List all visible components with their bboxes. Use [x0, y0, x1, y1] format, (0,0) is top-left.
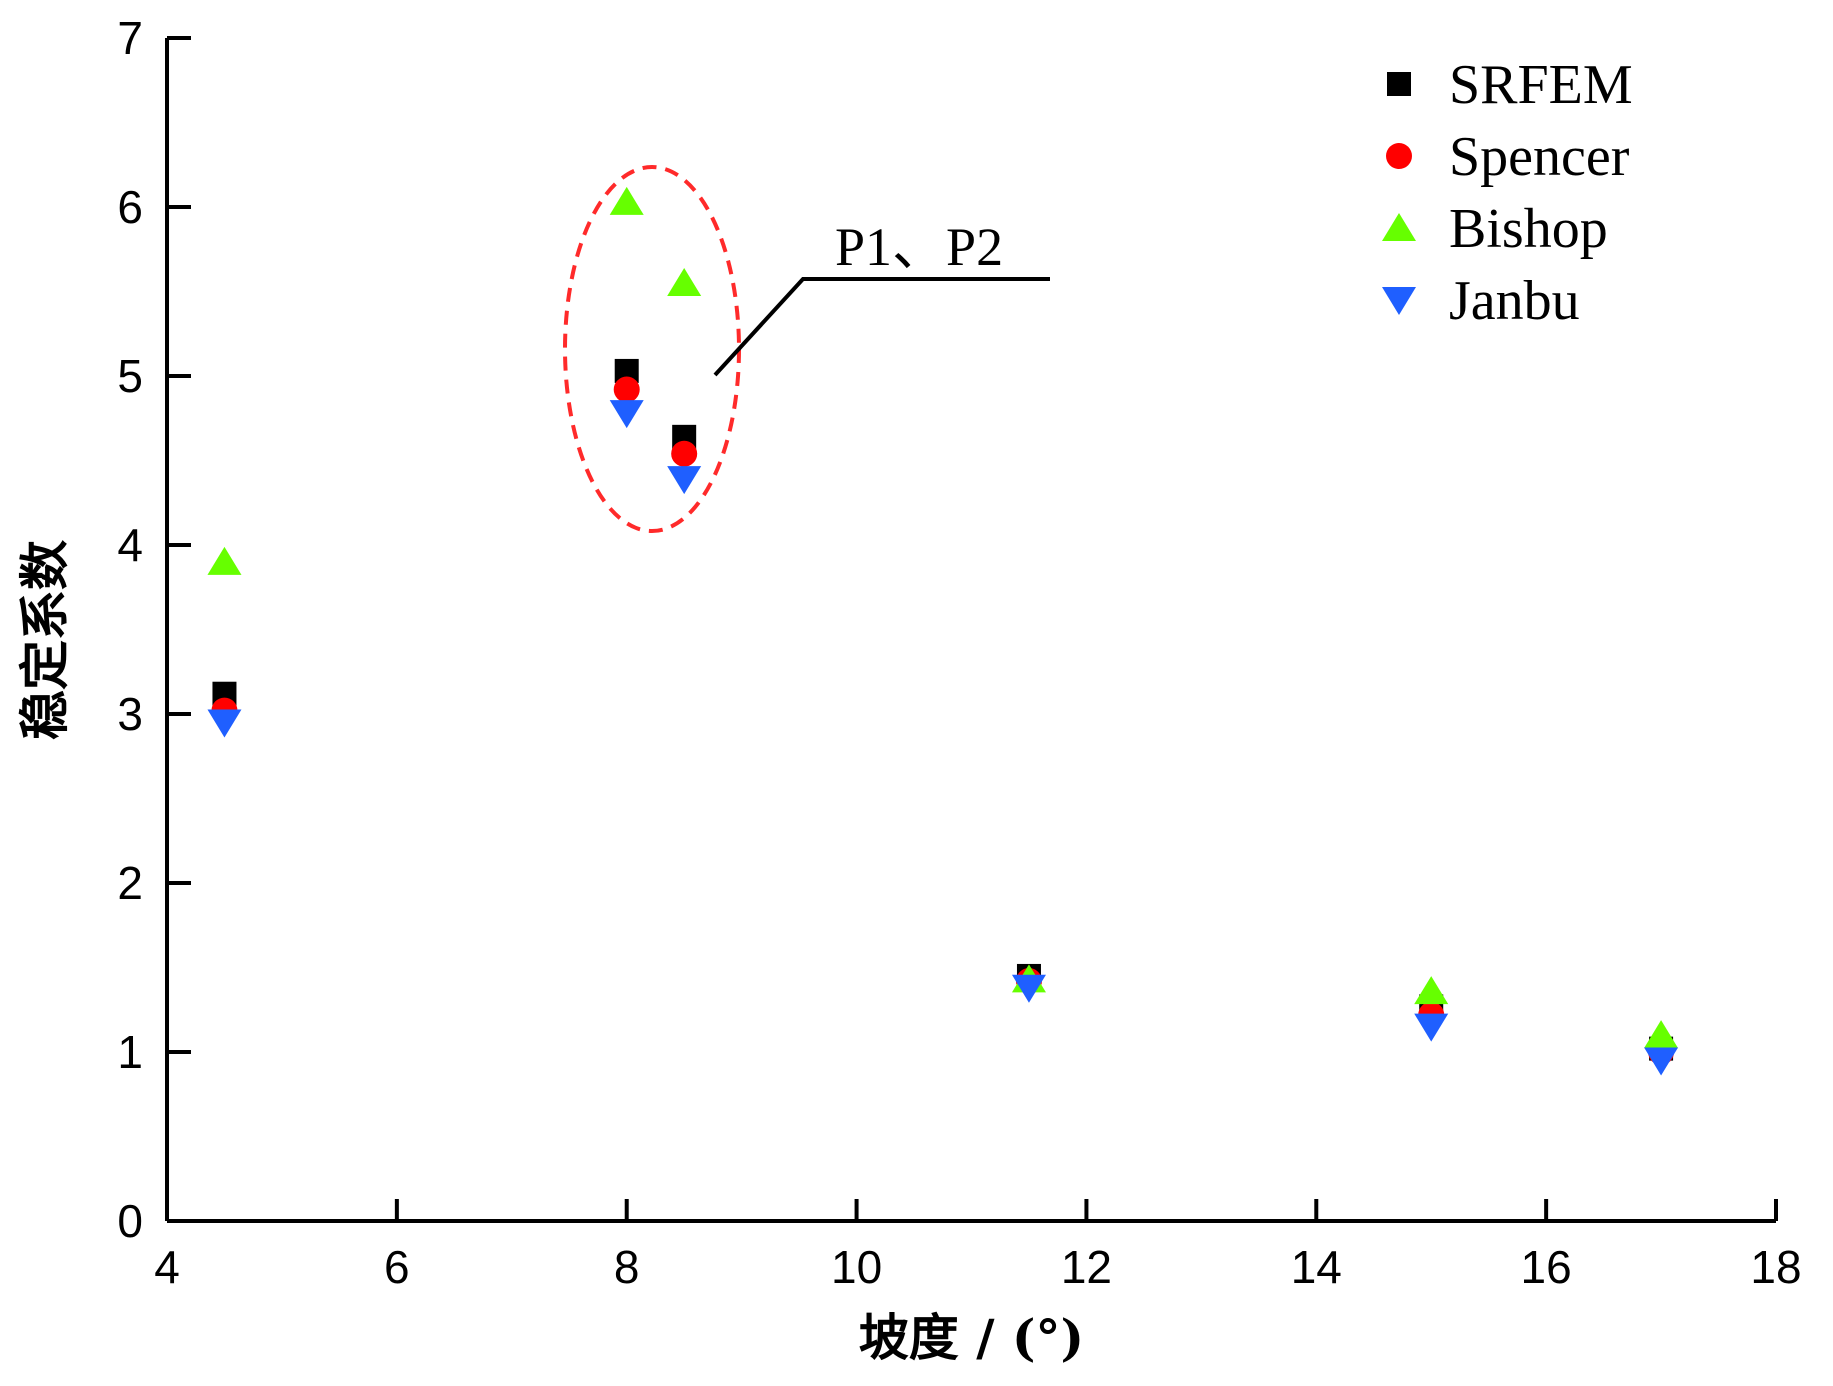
highlight-ellipse: [563, 165, 741, 533]
data-point-spencer: [613, 376, 640, 403]
data-marks: [207, 186, 1679, 1076]
annotation-label: P1、P2: [835, 217, 1003, 277]
legend-item-spencer: Spencer: [1386, 126, 1630, 188]
data-point-janbu: [1414, 1013, 1449, 1042]
series-srfem: [212, 358, 1674, 1061]
data-point-bishop: [1414, 976, 1449, 1005]
data-point-bishop: [1644, 1020, 1679, 1049]
legend-marker-bishop: [1382, 213, 1416, 241]
annotation: P1、P2: [563, 165, 1050, 533]
data-point-janbu: [207, 709, 242, 738]
x-tick-label: 14: [1291, 1241, 1342, 1293]
data-point-janbu: [609, 400, 644, 429]
data-point-bishop: [667, 268, 702, 297]
legend-label: Janbu: [1449, 270, 1580, 332]
x-tick-label: 18: [1750, 1241, 1801, 1293]
y-tick-label: 4: [117, 519, 143, 571]
y-tick-label: 5: [117, 350, 143, 402]
data-point-bishop: [207, 546, 242, 575]
y-tick-label: 7: [117, 12, 143, 64]
legend-item-janbu: Janbu: [1382, 270, 1580, 332]
legend-marker-srfem: [1387, 72, 1411, 96]
y-tick-label: 0: [117, 1195, 143, 1247]
legend-label: SRFEM: [1449, 54, 1633, 116]
y-tick-label: 1: [117, 1026, 143, 1078]
x-tick-label: 10: [831, 1241, 882, 1293]
legend-item-srfem: SRFEM: [1387, 54, 1633, 116]
x-tick-label: 4: [154, 1241, 180, 1293]
legend-label: Spencer: [1449, 126, 1630, 188]
data-point-janbu: [1011, 974, 1046, 1003]
series-janbu: [207, 400, 1679, 1076]
x-axis-title: 坡度 / (°): [859, 1308, 1084, 1367]
data-point-bishop: [609, 186, 644, 215]
y-tick-label: 3: [117, 688, 143, 740]
x-tick-label: 16: [1521, 1241, 1572, 1293]
data-point-janbu: [667, 466, 702, 495]
annotation-leader-line: [713, 277, 1050, 377]
y-tick-label: 2: [117, 857, 143, 909]
x-tick-label: 12: [1061, 1241, 1112, 1293]
y-tick-label: 6: [117, 181, 143, 233]
legend-marker-spencer: [1386, 143, 1412, 169]
legend-item-bishop: Bishop: [1382, 198, 1608, 260]
data-point-spencer: [671, 440, 698, 467]
x-tick-label: 6: [384, 1241, 410, 1293]
legend-marker-janbu: [1382, 287, 1416, 315]
legend-label: Bishop: [1449, 198, 1608, 260]
series-spencer: [211, 376, 1675, 1065]
data-point-janbu: [1644, 1047, 1679, 1076]
x-tick-label: 8: [614, 1241, 640, 1293]
y-axis-title: 稳定系数: [15, 540, 74, 740]
legend: SRFEM Spencer Bishop Janbu: [1382, 54, 1633, 332]
